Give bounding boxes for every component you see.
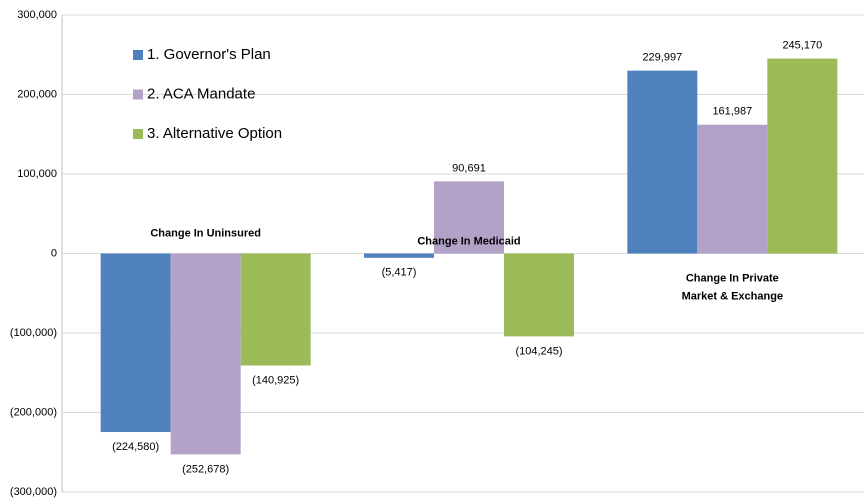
bar [697, 124, 768, 254]
legend-swatch [133, 89, 143, 100]
bar [434, 181, 504, 254]
value-label: (5,417) [382, 267, 417, 279]
legend-label: 2. ACA Mandate [147, 85, 255, 102]
bar [627, 70, 698, 254]
value-label: 229,997 [642, 52, 682, 64]
bar [364, 253, 434, 258]
bar [170, 253, 241, 455]
y-tick-label: 100,000 [17, 168, 57, 180]
value-label: (252,678) [182, 463, 229, 475]
value-label: (224,580) [112, 441, 159, 453]
bar [240, 253, 311, 366]
y-tick-label: 200,000 [17, 88, 57, 100]
bar [100, 253, 171, 433]
legend-swatch [133, 50, 143, 60]
y-tick-label: 0 [51, 247, 57, 259]
legend-label: 3. Alternative Option [147, 125, 282, 142]
bar [504, 253, 574, 337]
category-label: Market & Exchange [682, 290, 783, 302]
value-label: 90,691 [452, 162, 486, 174]
legend-label: 1. Governor's Plan [147, 46, 271, 63]
value-label: (140,925) [252, 374, 299, 386]
legend-swatch [133, 129, 143, 139]
y-tick-label: (200,000) [10, 406, 57, 418]
value-label: 245,170 [782, 39, 822, 51]
category-label: Change In Uninsured [150, 227, 261, 239]
category-label: Change In Medicaid [417, 235, 520, 247]
y-tick-label: (100,000) [10, 327, 57, 339]
y-tick-label: (300,000) [10, 486, 57, 498]
bar [767, 58, 838, 254]
y-tick-label: 300,000 [17, 9, 57, 21]
value-label: (104,245) [515, 345, 562, 357]
value-label: 161,987 [712, 106, 752, 118]
category-label: Change In Private [686, 272, 779, 284]
